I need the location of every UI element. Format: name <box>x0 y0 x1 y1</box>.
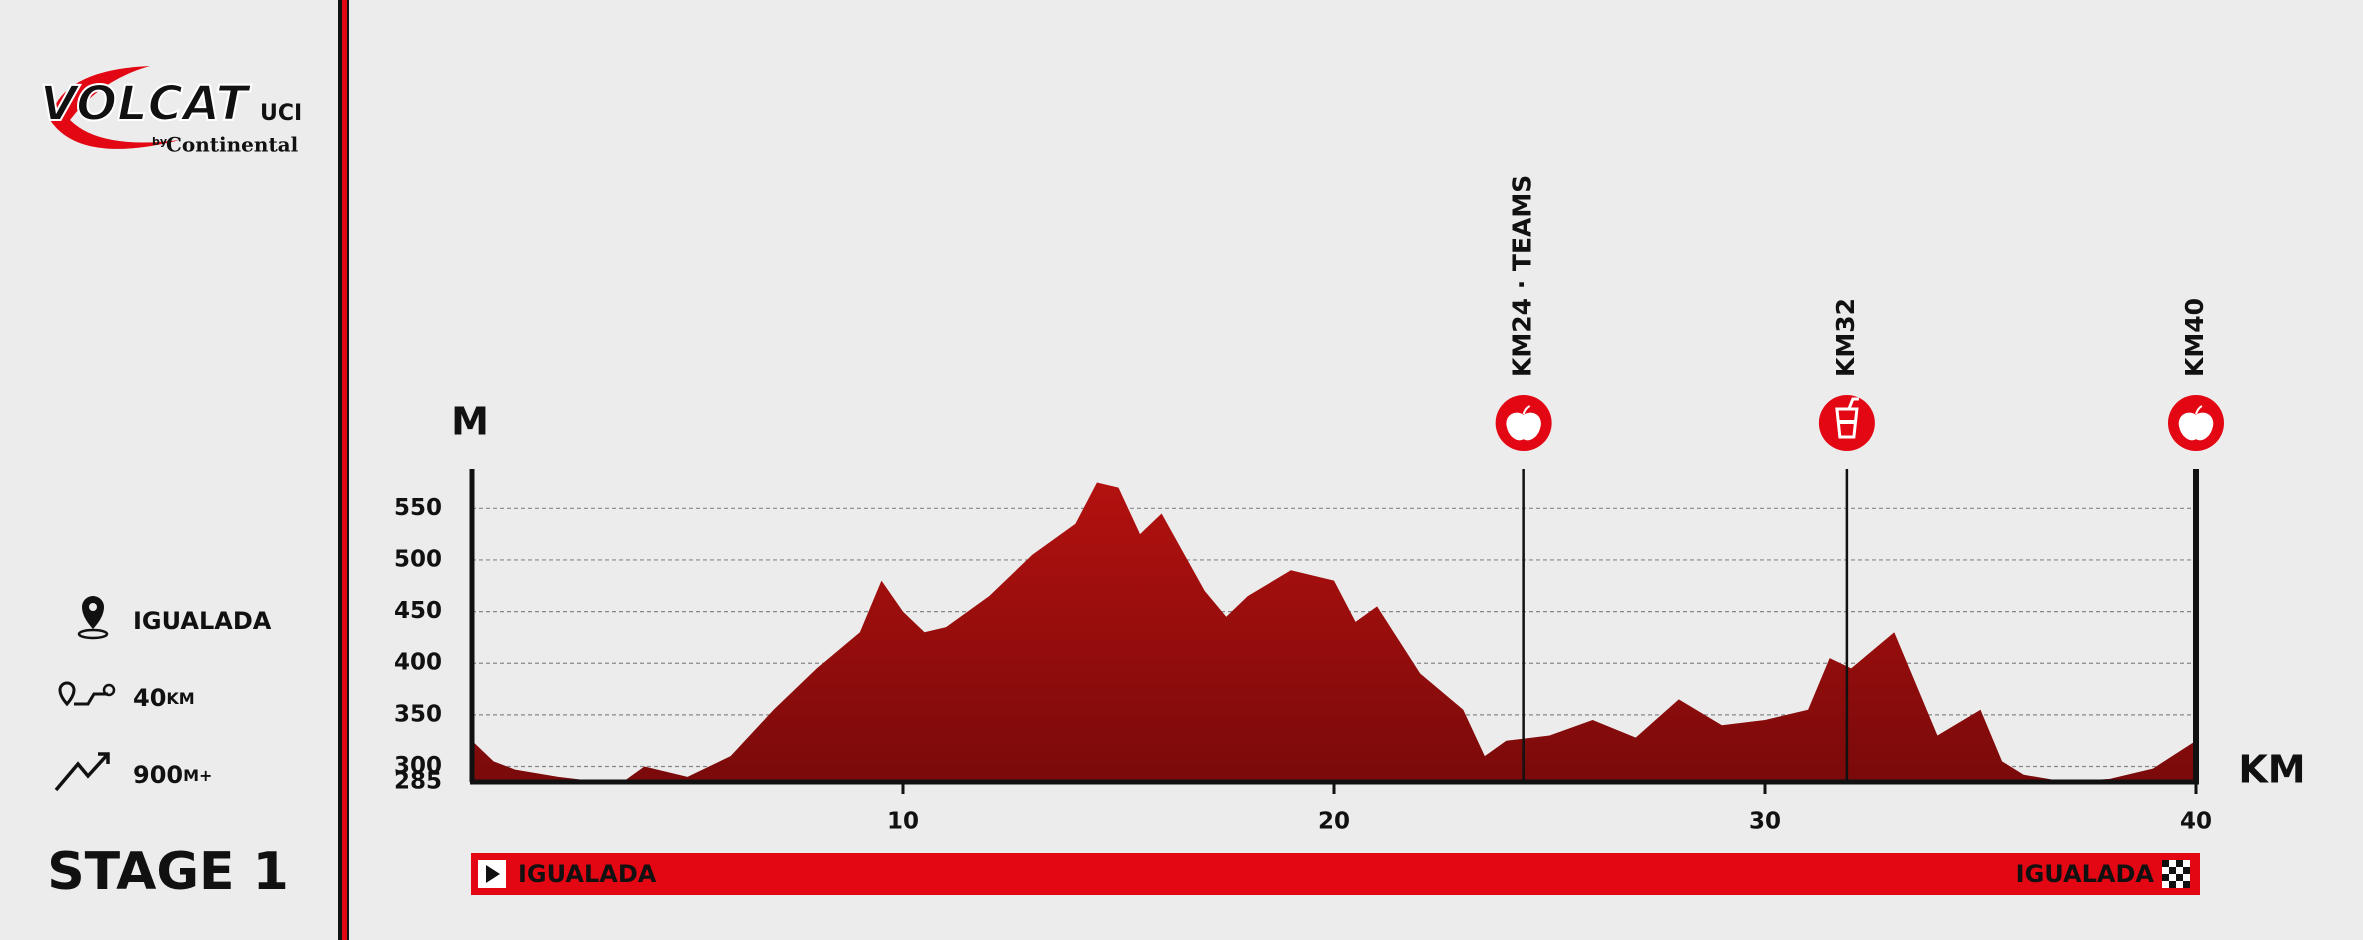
x-tick-label: 30 <box>1749 809 1781 835</box>
marker-label: KM24 · TEAMS <box>1508 175 1537 377</box>
divider <box>347 0 349 940</box>
info-distance: 40KM <box>58 681 195 712</box>
y-axis-label: M <box>451 400 489 444</box>
y-tick-label: 300 <box>394 753 442 779</box>
info-elevation: 900M+ <box>54 752 212 792</box>
drink-fill <box>1838 420 1855 424</box>
marker-label: KM40 <box>2180 298 2209 377</box>
elevation-value: 900 <box>133 761 183 789</box>
elevation-icon <box>54 752 110 792</box>
logo: VOLCAT UCI by Continental <box>39 66 302 157</box>
logo-name: VOLCAT <box>40 76 251 132</box>
logo-sponsor: Continental <box>166 133 299 157</box>
x-tick-label: 20 <box>1318 809 1350 835</box>
y-tick-label: 350 <box>394 701 442 727</box>
y-tick-label: 285 <box>394 769 442 795</box>
divider <box>338 0 342 940</box>
distance-unit: KM <box>166 689 194 708</box>
y-tick-label: 500 <box>394 546 442 572</box>
marker-label: KM32 <box>1831 298 1860 377</box>
x-tick-label: 40 <box>2180 809 2212 835</box>
distance-value: 40 <box>133 684 166 712</box>
distance-icon <box>58 681 108 707</box>
y-tick-label: 550 <box>394 495 442 521</box>
divider <box>342 0 347 940</box>
logo-badge: UCI <box>260 101 302 126</box>
x-axis-label: KM <box>2238 748 2305 792</box>
elevation: 900M+ <box>133 761 212 789</box>
x-tick-label: 10 <box>887 809 919 835</box>
finish-flag <box>2162 860 2190 888</box>
pin-icon <box>82 596 104 629</box>
start-icon <box>486 865 500 883</box>
info-location: IGUALADA <box>77 596 272 640</box>
distance-icon <box>102 683 116 697</box>
drink-straw <box>1847 397 1859 410</box>
route-finish: IGUALADA <box>2016 860 2155 888</box>
pin-dot <box>89 603 97 611</box>
location: IGUALADA <box>133 607 272 635</box>
route-bar <box>471 853 2200 895</box>
route-start: IGUALADA <box>518 860 657 888</box>
pin-base <box>77 628 109 640</box>
apple-icon <box>2178 405 2214 441</box>
y-tick-label: 400 <box>394 650 442 676</box>
logo-by: by <box>152 135 167 148</box>
elevation-unit: M+ <box>183 766 212 785</box>
flag-checks <box>2162 860 2190 888</box>
logo-swoosh <box>50 66 180 149</box>
elevation-area <box>472 482 2196 782</box>
stage: STAGE 1 <box>47 842 289 902</box>
apple-icon <box>1506 405 1541 441</box>
y-tick-label: 450 <box>394 598 442 624</box>
distance: 40KM <box>133 684 195 712</box>
